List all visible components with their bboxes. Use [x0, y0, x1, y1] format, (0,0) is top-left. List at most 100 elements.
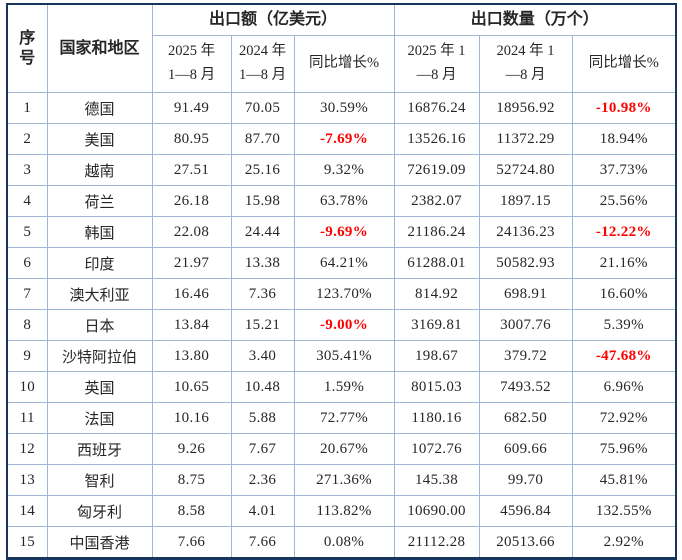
table-row: 4 荷兰 26.18 15.98 63.78% 2382.07 1897.15 25.56%: [6, 185, 677, 217]
cell-q-growth: 18.94%: [571, 123, 677, 155]
cell-v2024: 10.48: [230, 371, 295, 403]
cell-country: 荷兰: [46, 185, 153, 217]
table-row: 13 智利 8.75 2.36 271.36% 145.38 99.70 45.81%: [6, 464, 677, 496]
cell-q2025: 13526.16: [393, 123, 480, 155]
cell-v2024: 2.36: [230, 464, 295, 496]
cell-country: 日本: [46, 309, 153, 341]
cell-q2024: 379.72: [478, 340, 573, 372]
cell-no: 14: [6, 495, 48, 527]
cell-q2025: 1180.16: [393, 402, 480, 434]
table-row: 1 德国 91.49 70.05 30.59% 16876.24 18956.92 -10.9…: [6, 92, 677, 124]
header-qty-2025: 2025 年 1 —8 月: [393, 35, 480, 93]
cell-v2025: 9.26: [151, 433, 232, 465]
cell-q2024: 3007.76: [478, 309, 573, 341]
cell-no: 15: [6, 526, 48, 559]
header-value-growth: 同比增长%: [293, 35, 395, 93]
cell-q2024: 24136.23: [478, 216, 573, 248]
cell-v-growth: 72.77%: [293, 402, 395, 434]
cell-q2024: 609.66: [478, 433, 573, 465]
cell-v2024: 13.38: [230, 247, 295, 279]
cell-v2025: 80.95: [151, 123, 232, 155]
cell-q-growth: 37.73%: [571, 154, 677, 186]
cell-no: 9: [6, 340, 48, 372]
table-header: 序 号 国家和地区 出口额（亿美元） 出口数量（万个） 2025 年 1—8 月…: [6, 3, 677, 93]
cell-q-growth: 132.55%: [571, 495, 677, 527]
cell-v2024: 7.67: [230, 433, 295, 465]
table-body: 1 德国 91.49 70.05 30.59% 16876.24 18956.92 -10.9…: [6, 92, 677, 559]
cell-q2024: 52724.80: [478, 154, 573, 186]
cell-q2024: 4596.84: [478, 495, 573, 527]
cell-v2025: 21.97: [151, 247, 232, 279]
cell-q2025: 21112.28: [393, 526, 480, 559]
cell-q-growth: 25.56%: [571, 185, 677, 217]
cell-v-growth: 9.32%: [293, 154, 395, 186]
cell-v2024: 87.70: [230, 123, 295, 155]
table-row: 6 印度 21.97 13.38 64.21% 61288.01 50582.93 21.16…: [6, 247, 677, 279]
cell-q-growth: -12.22%: [571, 216, 677, 248]
cell-q2025: 72619.09: [393, 154, 480, 186]
cell-q2024: 18956.92: [478, 92, 573, 124]
cell-q2025: 3169.81: [393, 309, 480, 341]
cell-v2024: 15.21: [230, 309, 295, 341]
cell-v-growth: 63.78%: [293, 185, 395, 217]
cell-q2025: 21186.24: [393, 216, 480, 248]
cell-v2024: 7.36: [230, 278, 295, 310]
cell-q-growth: 2.92%: [571, 526, 677, 559]
table-row: 12 西班牙 9.26 7.67 20.67% 1072.76 609.66 75.96%: [6, 433, 677, 465]
table-row: 10 英国 10.65 10.48 1.59% 8015.03 7493.52 6.96%: [6, 371, 677, 403]
table-row: 9 沙特阿拉伯 13.80 3.40 305.41% 198.67 379.72 -47.68…: [6, 340, 677, 372]
cell-v2025: 8.75: [151, 464, 232, 496]
cell-v2025: 8.58: [151, 495, 232, 527]
table-row: 7 澳大利亚 16.46 7.36 123.70% 814.92 698.91 16.60%: [6, 278, 677, 310]
cell-q2024: 99.70: [478, 464, 573, 496]
cell-q2025: 1072.76: [393, 433, 480, 465]
cell-v2024: 5.88: [230, 402, 295, 434]
cell-v2025: 26.18: [151, 185, 232, 217]
cell-no: 3: [6, 154, 48, 186]
cell-v-growth: -9.69%: [293, 216, 395, 248]
cell-q-growth: -10.98%: [571, 92, 677, 124]
header-country: 国家和地区: [46, 3, 153, 93]
table-row: 2 美国 80.95 87.70 -7.69% 13526.16 11372.29 18.94…: [6, 123, 677, 155]
table-row: 15 中国香港 7.66 7.66 0.08% 21112.28 20513.66 2.92%: [6, 526, 677, 559]
cell-q2025: 10690.00: [393, 495, 480, 527]
cell-no: 5: [6, 216, 48, 248]
cell-no: 7: [6, 278, 48, 310]
cell-v2025: 27.51: [151, 154, 232, 186]
cell-v2025: 91.49: [151, 92, 232, 124]
cell-v2025: 13.84: [151, 309, 232, 341]
cell-q2024: 11372.29: [478, 123, 573, 155]
cell-q2025: 8015.03: [393, 371, 480, 403]
cell-v-growth: 271.36%: [293, 464, 395, 496]
header-value-2024: 2024 年 1—8 月: [230, 35, 295, 93]
cell-v2025: 10.16: [151, 402, 232, 434]
cell-q-growth: 6.96%: [571, 371, 677, 403]
cell-country: 印度: [46, 247, 153, 279]
table-row: 3 越南 27.51 25.16 9.32% 72619.09 52724.80 37.73%: [6, 154, 677, 186]
cell-q2025: 814.92: [393, 278, 480, 310]
cell-v-growth: 305.41%: [293, 340, 395, 372]
cell-v-growth: 123.70%: [293, 278, 395, 310]
cell-no: 4: [6, 185, 48, 217]
cell-no: 12: [6, 433, 48, 465]
cell-q-growth: -47.68%: [571, 340, 677, 372]
cell-q2024: 50582.93: [478, 247, 573, 279]
cell-country: 德国: [46, 92, 153, 124]
cell-country: 英国: [46, 371, 153, 403]
cell-country: 智利: [46, 464, 153, 496]
cell-v2024: 3.40: [230, 340, 295, 372]
cell-q-growth: 45.81%: [571, 464, 677, 496]
header-group-export-quantity: 出口数量（万个）: [393, 3, 677, 36]
cell-v2025: 16.46: [151, 278, 232, 310]
cell-q-growth: 21.16%: [571, 247, 677, 279]
cell-country: 法国: [46, 402, 153, 434]
cell-v2024: 24.44: [230, 216, 295, 248]
cell-no: 13: [6, 464, 48, 496]
cell-q-growth: 72.92%: [571, 402, 677, 434]
cell-v2025: 7.66: [151, 526, 232, 559]
cell-q-growth: 75.96%: [571, 433, 677, 465]
cell-country: 韩国: [46, 216, 153, 248]
cell-v-growth: -9.00%: [293, 309, 395, 341]
cell-q2025: 61288.01: [393, 247, 480, 279]
cell-v-growth: 64.21%: [293, 247, 395, 279]
